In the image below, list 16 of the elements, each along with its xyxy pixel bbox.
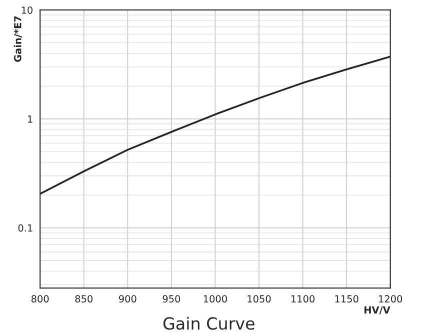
x-tick-label: 1050 xyxy=(248,295,271,303)
x-tick-label: 900 xyxy=(118,295,136,303)
x-tick-label: 850 xyxy=(75,295,93,303)
x-tick-label: 1200 xyxy=(379,295,402,303)
y-axis-title: Gain/*E7 xyxy=(14,16,22,62)
x-tick-label: 1000 xyxy=(204,295,227,303)
x-tick-label: 950 xyxy=(162,295,180,303)
text: Gain Curve xyxy=(163,316,254,330)
line-series xyxy=(40,56,390,195)
x-tick-label: 800 xyxy=(31,295,49,303)
y-tick-label: 0.1 xyxy=(18,224,32,232)
y-tick-label: 1 xyxy=(28,116,32,123)
y-tick-label: 10 xyxy=(22,6,32,14)
x-tick-label: 1100 xyxy=(291,295,315,303)
x-axis-title: HV/V xyxy=(364,306,390,314)
x-tick-label: 1150 xyxy=(335,295,358,303)
